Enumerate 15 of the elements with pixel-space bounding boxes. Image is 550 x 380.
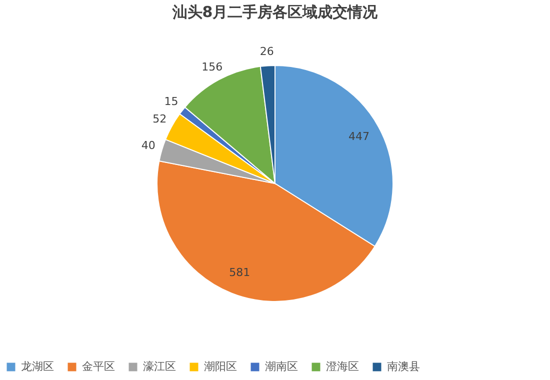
- data-label: 15: [164, 94, 178, 108]
- data-label: 581: [229, 266, 250, 279]
- data-label: 26: [260, 44, 274, 58]
- legend-label: 澄海区: [326, 360, 359, 373]
- legend-label: 潮阳区: [204, 360, 237, 373]
- legend-label: 金平区: [82, 360, 115, 373]
- legend-label: 南澳县: [387, 360, 420, 373]
- data-label: 40: [141, 139, 156, 152]
- data-label: 52: [152, 112, 167, 126]
- legend-label: 潮南区: [265, 360, 298, 373]
- data-label: 447: [348, 130, 370, 144]
- data-label: 156: [202, 60, 223, 74]
- legend-label: 龙湖区: [21, 360, 54, 373]
- chart-title: 汕头8月二手房各区域成交情况: [171, 3, 379, 21]
- legend-label: 濠江区: [143, 360, 176, 373]
